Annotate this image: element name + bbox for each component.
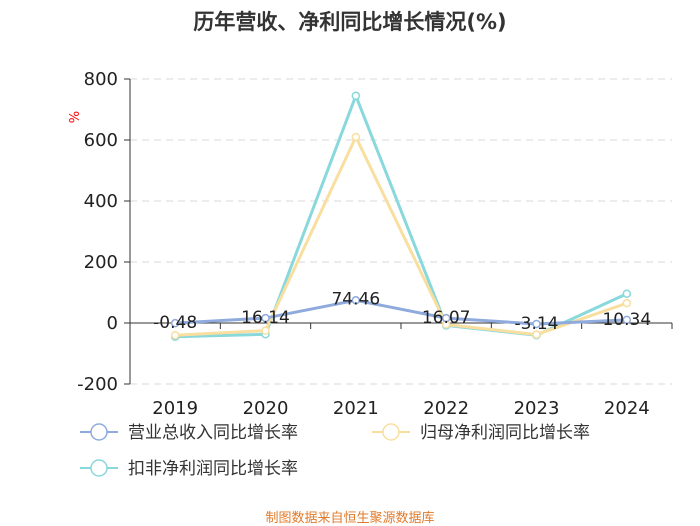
x-tick-label: 2024 [604, 398, 650, 419]
legend-label: 营业总收入同比增长率 [128, 423, 298, 443]
data-point [441, 313, 451, 323]
y-axis-unit-label: % [68, 111, 83, 123]
legend-item[interactable]: 归母净利润同比增长率 [372, 423, 590, 443]
y-tick-label: 400 [84, 191, 118, 212]
data-point [351, 132, 361, 142]
data-point [532, 330, 541, 339]
legend-circle-icon [90, 459, 108, 477]
legend-item[interactable]: 营业总收入同比增长率 [80, 423, 298, 443]
data-labels: -0.48 16.14 74.46 16.07 -3.14 10.34 [153, 289, 651, 334]
y-tick-label: 200 [84, 252, 118, 273]
y-tick-label: 600 [84, 130, 118, 151]
data-label: 10.34 [602, 310, 651, 330]
data-point [170, 318, 180, 328]
data-point [622, 289, 632, 298]
data-label: 16.07 [422, 308, 471, 328]
x-tick-label: 2022 [423, 398, 469, 419]
data-label: -0.48 [153, 313, 197, 333]
series-line [175, 298, 627, 326]
x-tick-label: 2021 [333, 398, 379, 419]
y-tick-label: 800 [84, 69, 118, 90]
data-label: 74.46 [331, 289, 380, 309]
legend-label: 归母净利润同比增长率 [420, 423, 590, 443]
grid-lines [130, 78, 672, 385]
x-tick-label: 2019 [152, 398, 198, 419]
series-line [175, 94, 628, 339]
data-point [532, 319, 541, 329]
data-label: -3.14 [515, 314, 559, 334]
chart-title: 历年营收、净利同比增长情况(%) [193, 10, 507, 34]
legend-circle-icon [90, 423, 108, 441]
legend-circle-icon [382, 423, 400, 441]
source-note: 制图数据来自恒生聚源数据库 [265, 511, 435, 526]
data-point [351, 91, 361, 101]
series-lines [170, 91, 632, 341]
y-tick-label: 0 [107, 313, 118, 334]
y-tick-label: -200 [77, 374, 118, 395]
data-point [622, 298, 632, 308]
axes: -200 0 200 400 600 800 2019 2020 2021 2022 2023 202… [77, 69, 673, 419]
x-tick-label: 2020 [243, 398, 289, 419]
legend-label: 扣非净利润同比增长率 [128, 459, 298, 479]
data-point [351, 296, 361, 305]
data-point [261, 313, 270, 323]
data-point [170, 330, 180, 340]
data-point [622, 315, 632, 325]
data-point [261, 326, 270, 335]
legend-item[interactable]: 扣非净利润同比增长率 [80, 459, 298, 479]
series-line [175, 135, 628, 337]
data-label: 16.14 [241, 308, 290, 328]
x-tick-label: 2023 [514, 398, 560, 419]
